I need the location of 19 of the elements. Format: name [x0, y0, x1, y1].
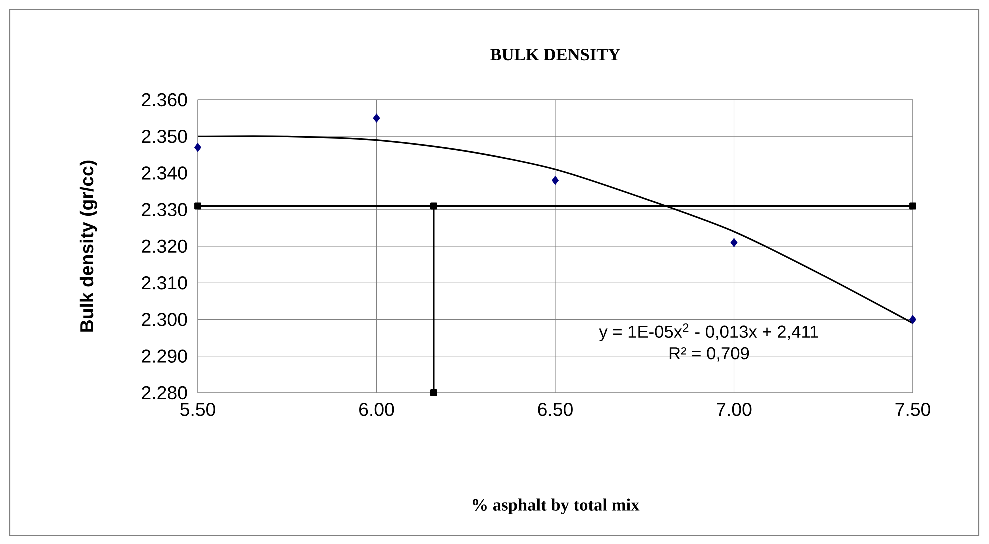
y-tick-label: 2.320	[142, 240, 188, 254]
y-axis-title: Bulk density (gr/cc)	[80, 160, 98, 332]
x-tick-label: 6.50	[538, 403, 573, 416]
chart-title: BULK DENSITY	[490, 48, 620, 61]
y-tick-label: 2.300	[142, 313, 188, 326]
y-tick-label: 2.350	[142, 130, 188, 144]
y-tick-label: 2.340	[142, 166, 188, 180]
annotation: R² = 0,709	[670, 347, 750, 362]
y-tick-label: 2.280	[142, 386, 188, 400]
y-tick-label: 2.290	[142, 350, 188, 363]
x-axis-title: % asphalt by total mix	[473, 498, 640, 515]
x-tick-label: 5.50	[180, 403, 216, 416]
x-tick-label: 7.50	[896, 403, 930, 416]
y-tick-label: 2.330	[142, 203, 188, 216]
annotation: y = 1E-05x$^{2}$ - 0,013x + 2,411	[599, 324, 818, 342]
y-tick-label: 2.360	[142, 93, 188, 107]
x-tick-label: 7.00	[717, 403, 752, 416]
x-tick-label: 6.00	[360, 403, 394, 416]
y-tick-label: 2.310	[142, 276, 188, 290]
